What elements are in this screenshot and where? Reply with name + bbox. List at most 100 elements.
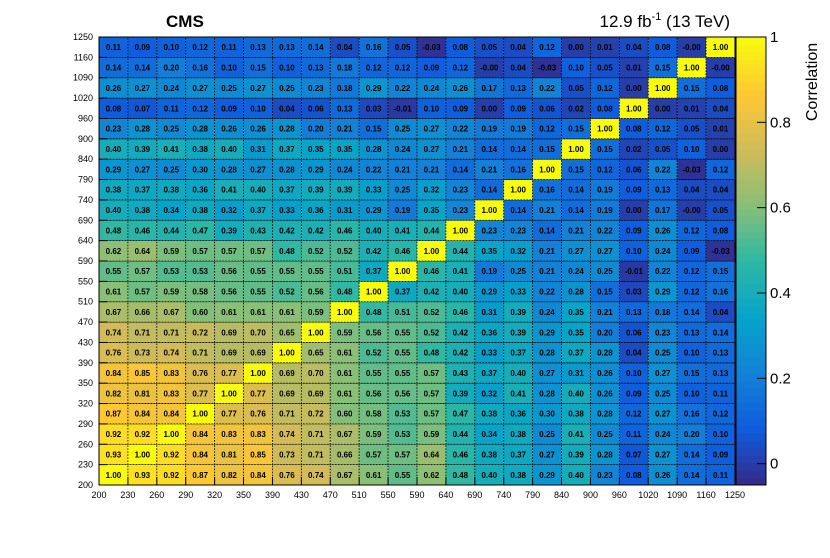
cell-value-label: 0.84 <box>192 450 208 459</box>
cell-value-label: 0.57 <box>424 389 440 398</box>
cell-value-label: 0.00 <box>655 104 671 113</box>
cell-value-label: 0.57 <box>424 410 440 419</box>
cell-value-label: 0.34 <box>481 430 497 439</box>
colorbar-tick-label: 0.2 <box>770 370 791 387</box>
colorbar-segment <box>736 410 766 419</box>
cell-value-label: 0.40 <box>106 206 122 215</box>
cell-value-label: 0.05 <box>655 145 671 154</box>
cell-value-label: 0.11 <box>106 43 122 52</box>
cell-value-label: 0.76 <box>279 471 295 480</box>
cell-value-label: 0.12 <box>684 267 700 276</box>
cell-value-label: 0.57 <box>221 247 237 256</box>
cell-value-label: 0.25 <box>597 430 613 439</box>
cell-value-label: 0.29 <box>366 84 382 93</box>
cell-value-label: 0.28 <box>221 165 237 174</box>
cell-value-label: 0.26 <box>250 125 266 134</box>
cell-value-label: 0.43 <box>453 369 469 378</box>
cell-value-label: 0.08 <box>655 43 671 52</box>
cell-value-label: 1.00 <box>366 288 382 297</box>
cell-value-label: 0.69 <box>221 349 237 358</box>
cell-value-label: 0.61 <box>221 308 237 317</box>
cell-value-label: -0.00 <box>480 64 499 73</box>
cell-value-label: 0.09 <box>424 64 440 73</box>
cell-value-label: 0.13 <box>308 64 324 73</box>
cell-value-label: 0.21 <box>453 145 469 154</box>
cell-value-label: 1.00 <box>481 206 497 215</box>
cell-value-label: 0.71 <box>192 349 208 358</box>
cell-value-label: 0.19 <box>481 267 497 276</box>
cell-value-label: 1.00 <box>713 43 729 52</box>
cell-value-label: 0.12 <box>597 165 613 174</box>
cell-value-label: 0.43 <box>250 226 266 235</box>
cell-value-label: 0.39 <box>221 226 237 235</box>
colorbar-segment <box>736 59 766 68</box>
cell-value-label: -0.03 <box>711 247 730 256</box>
cell-value-label: 0.37 <box>366 267 382 276</box>
colorbar-frame <box>735 36 767 486</box>
cell-value-label: 0.04 <box>626 43 642 52</box>
cell-value-label: 0.26 <box>221 125 237 134</box>
heatmap-cells <box>98 36 736 486</box>
cell-value-label: 0.28 <box>192 125 208 134</box>
cell-value-label: 0.59 <box>424 430 440 439</box>
cell-value-label: 0.21 <box>539 247 555 256</box>
cell-value-label: 0.47 <box>453 410 469 419</box>
cell-value-label: 0.09 <box>626 226 642 235</box>
cell-value-label: 0.40 <box>453 288 469 297</box>
x-tick-label: 640 <box>438 490 453 500</box>
cell-value-label: 0.08 <box>453 43 469 52</box>
cell-value-label: 0.28 <box>597 450 613 459</box>
cell-value-label: 0.71 <box>135 328 151 337</box>
colorbar-segment <box>736 171 766 180</box>
colorbar-segment <box>736 268 766 277</box>
cell-value-label: 0.38 <box>163 186 179 195</box>
cell-value-label: 0.93 <box>106 450 122 459</box>
cell-value-label: 0.19 <box>597 186 613 195</box>
cell-value-label: 0.29 <box>308 165 324 174</box>
cell-value-label: 0.23 <box>481 226 497 235</box>
cell-value-label: 0.29 <box>106 165 122 174</box>
y-tick-label: 960 <box>78 113 93 123</box>
cell-value-label: 0.09 <box>684 247 700 256</box>
cell-value-label: 0.22 <box>453 125 469 134</box>
cell-value-label: 0.77 <box>250 389 266 398</box>
y-tick-label: 470 <box>78 317 93 327</box>
cell-value-label: 0.52 <box>337 247 353 256</box>
colorbar-segment <box>736 283 766 292</box>
cell-value-label: 0.61 <box>106 288 122 297</box>
cell-value-label: 0.41 <box>163 145 179 154</box>
cell-value-label: 0.04 <box>713 308 729 317</box>
cell-value-label: 0.09 <box>135 43 151 52</box>
cell-value-label: 0.29 <box>366 206 382 215</box>
colorbar-segment <box>736 298 766 307</box>
cell-value-label: 0.52 <box>366 349 382 358</box>
cell-value-label: 0.69 <box>279 389 295 398</box>
cell-value-label: 0.05 <box>713 206 729 215</box>
colorbar-segment <box>736 275 766 284</box>
cell-value-label: 0.14 <box>481 186 497 195</box>
cell-value-label: 0.35 <box>481 247 497 256</box>
cell-value-label: 0.39 <box>337 186 353 195</box>
colorbar-segment <box>736 387 766 396</box>
cell-value-label: 0.81 <box>135 389 151 398</box>
colorbar-segment <box>736 149 766 157</box>
cell-value-label: 0.84 <box>135 410 151 419</box>
cell-value-label: 0.31 <box>568 369 584 378</box>
cell-value-label: 0.23 <box>106 125 122 134</box>
cell-value-label: 0.87 <box>192 471 208 480</box>
cell-value-label: 0.10 <box>568 64 584 73</box>
cell-value-label: 0.56 <box>366 389 382 398</box>
cell-value-label: 0.02 <box>626 145 642 154</box>
cell-value-label: 0.24 <box>163 84 179 93</box>
cell-value-label: 0.40 <box>221 145 237 154</box>
cell-value-label: 0.92 <box>135 430 151 439</box>
cell-value-label: 0.39 <box>135 145 151 154</box>
cell-value-label: 0.48 <box>337 288 353 297</box>
colorbar-segment <box>736 96 766 105</box>
cell-value-label: 0.57 <box>395 450 411 459</box>
cell-value-label: 1.00 <box>597 125 613 134</box>
cell-value-label: 0.83 <box>250 430 266 439</box>
cell-value-label: 0.10 <box>163 43 179 52</box>
cell-value-label: 0.14 <box>568 206 584 215</box>
cell-value-label: 0.14 <box>308 43 324 52</box>
